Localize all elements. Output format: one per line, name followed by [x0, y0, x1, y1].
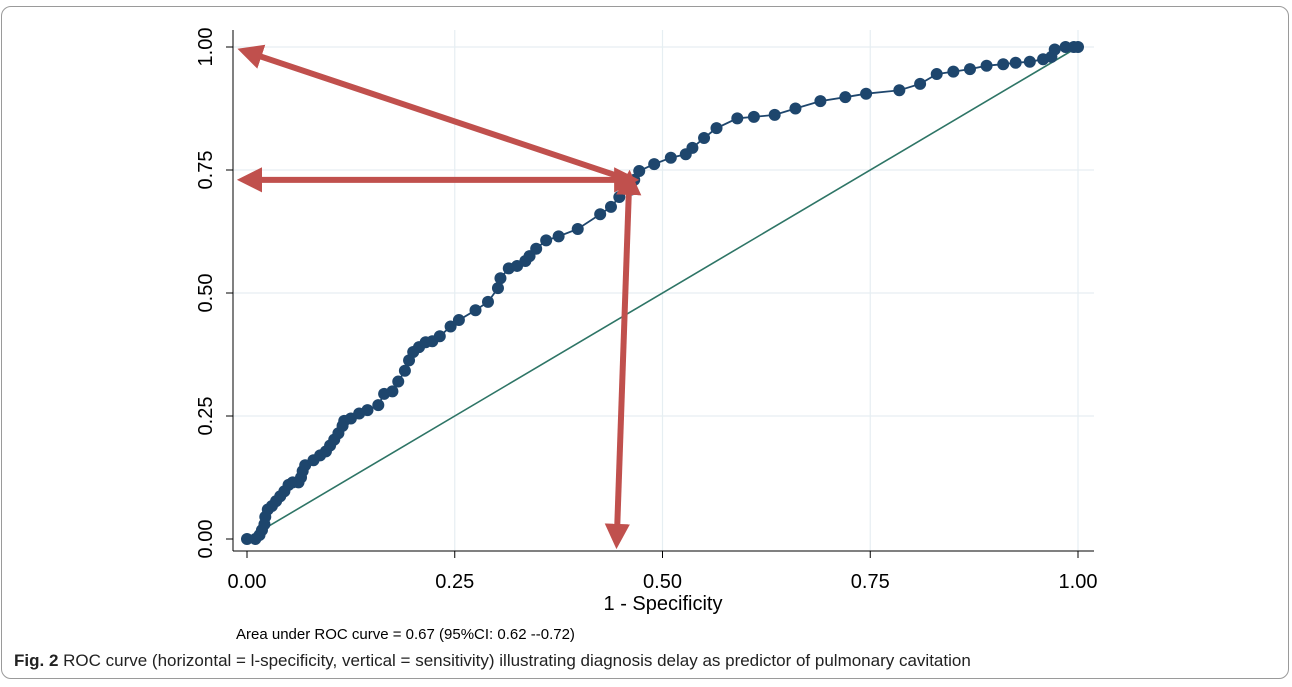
roc-point — [963, 63, 976, 76]
roc-point — [839, 91, 852, 104]
roc-point — [361, 404, 374, 417]
roc-point — [386, 385, 399, 398]
roc-point — [664, 151, 677, 164]
roc-point — [481, 295, 494, 308]
roc-point — [698, 132, 711, 145]
y-tick-label: 0.00 — [195, 520, 217, 559]
roc-point — [241, 533, 253, 545]
roc-point — [860, 87, 873, 100]
arrow-annotations — [236, 44, 642, 550]
roc-point — [710, 122, 723, 135]
roc-point — [530, 242, 543, 255]
figure-frame — [1, 6, 1289, 679]
diagonal-reference-line — [246, 46, 1079, 540]
roc-point — [789, 102, 802, 115]
auc-note: Area under ROC curve = 0.67 (95%CI: 0.62… — [236, 626, 575, 643]
roc-point — [594, 208, 607, 221]
roc-point — [731, 112, 744, 125]
y-tick-label: 0.75 — [195, 151, 217, 190]
x-tick-label: 0.00 — [228, 571, 267, 593]
roc-point — [914, 77, 927, 90]
roc-point — [768, 108, 781, 121]
reference-line — [246, 46, 1079, 540]
roc-point — [491, 282, 504, 295]
roc-point — [997, 58, 1010, 71]
roc-point — [540, 234, 553, 247]
roc-point — [452, 314, 465, 327]
figure-caption: Fig. 2 ROC curve (horizontal = l-specifi… — [14, 651, 971, 671]
roc-point — [469, 304, 482, 317]
x-tick-label: 1.00 — [1059, 571, 1098, 593]
y-tick-label: 0.50 — [195, 274, 217, 313]
roc-point — [930, 68, 943, 81]
roc-point — [1009, 56, 1022, 69]
roc-point — [1072, 41, 1084, 53]
caption-text: ROC curve (horizontal = l-specificity, v… — [58, 651, 971, 670]
roc-point — [444, 320, 457, 333]
axes — [226, 30, 1094, 558]
roc-point — [604, 200, 617, 213]
roc-point — [648, 158, 661, 171]
roc-point — [494, 272, 507, 285]
x-tick-label: 0.75 — [851, 571, 890, 593]
roc-point — [1059, 41, 1072, 53]
y-tick-label: 0.25 — [195, 397, 217, 436]
gridlines — [232, 30, 1094, 551]
y-tick-label: 1.00 — [195, 28, 217, 67]
roc-point — [980, 59, 993, 72]
roc-point — [372, 399, 385, 412]
roc-point — [433, 330, 446, 343]
roc-point — [686, 141, 699, 154]
roc-chart: 0.00 0.25 0.50 0.75 1.00 0.00 0.25 0.50 0.75 1.00… — [195, 28, 1097, 643]
roc-point — [552, 230, 565, 243]
roc-point — [398, 364, 411, 377]
roc-point — [1048, 43, 1061, 56]
roc-point — [613, 191, 626, 204]
roc-point — [947, 65, 960, 78]
arrow — [237, 44, 631, 183]
roc-point — [893, 84, 906, 97]
roc-point — [814, 95, 827, 108]
roc-point — [571, 223, 584, 236]
double-arrow — [604, 169, 642, 550]
roc-point — [1023, 55, 1036, 68]
roc-point — [633, 164, 646, 177]
caption-label: Fig. 2 — [14, 651, 59, 670]
axis-text: 0.00 0.25 0.50 0.75 1.00 0.00 0.25 0.50 0.75 1.00… — [195, 28, 1097, 643]
x-axis-title: 1 - Specificity — [604, 593, 723, 615]
roc-point — [747, 110, 760, 123]
roc-point — [392, 375, 405, 388]
x-tick-label: 0.50 — [643, 571, 682, 593]
x-tick-label: 0.25 — [435, 571, 474, 593]
